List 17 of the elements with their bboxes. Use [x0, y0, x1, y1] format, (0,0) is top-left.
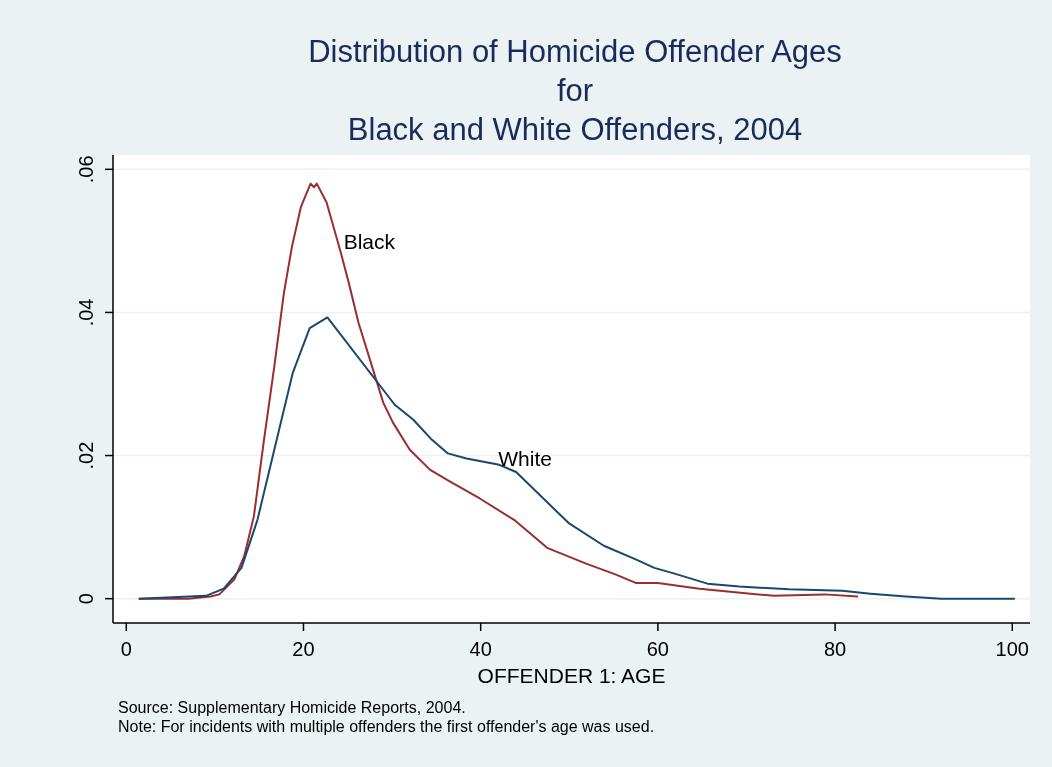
- text: Note: For incidents with multiple offenders the first offender's age was used.: [118, 718, 655, 735]
- x-axis-title: OFFENDER 1: AGE: [477, 664, 666, 687]
- x-tick-label: 0: [120, 638, 132, 660]
- y-tick-label: .02: [75, 441, 97, 470]
- x-tick-label: 80: [823, 638, 847, 660]
- y-tick-label: 0: [75, 593, 97, 605]
- line-series: [138, 316, 1016, 600]
- x-tick-label: 60: [646, 638, 670, 660]
- y-tick-label: .04: [75, 298, 97, 327]
- x-tick-label: 40: [469, 638, 492, 660]
- source-note: Source: Supplementary Homicide Reports, 2004.: [118, 699, 466, 716]
- series-label: Black: [343, 230, 396, 254]
- x-tick-label: 20: [292, 638, 315, 660]
- chart-title: Distribution of Homicide Offender Ages for Black and White Offenders, 2004: [308, 34, 842, 147]
- x-tick-label: 100: [995, 638, 1029, 660]
- series-label: White: [498, 446, 552, 470]
- y-tick-label: .06: [75, 155, 97, 184]
